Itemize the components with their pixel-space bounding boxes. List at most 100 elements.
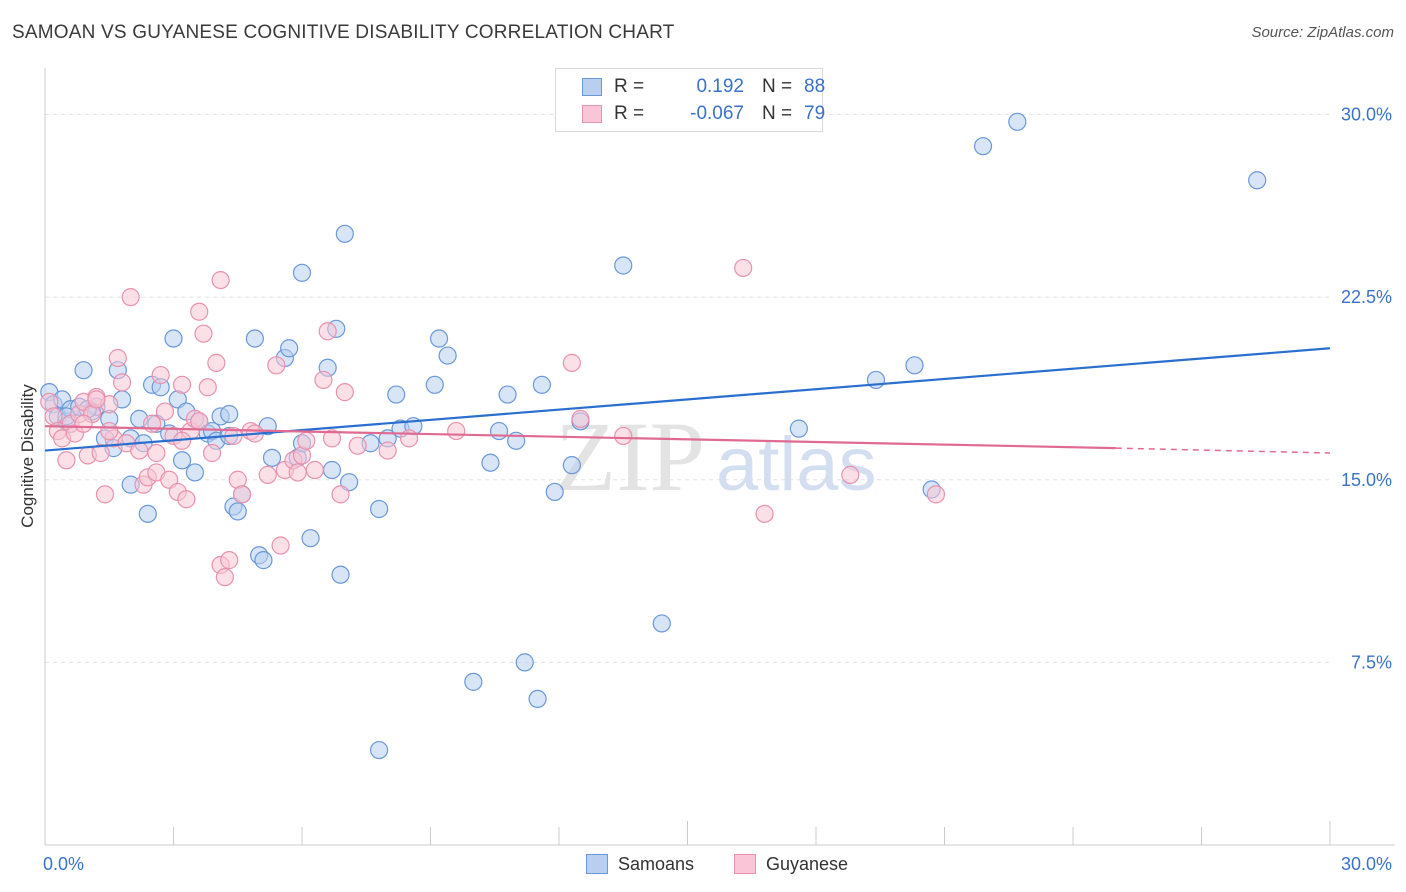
guyanese-point xyxy=(734,258,753,278)
guyanese-point xyxy=(447,421,466,441)
samoans-point xyxy=(789,419,808,438)
x-tick-labels: 0.0% 30.0% xyxy=(43,854,1392,874)
guyanese-point xyxy=(112,373,132,392)
guyanese-point xyxy=(194,324,213,343)
samoans-point xyxy=(429,329,449,348)
samoans-point xyxy=(438,346,457,365)
samoans-point xyxy=(228,502,247,521)
samoans-point xyxy=(489,421,509,441)
samoans-point xyxy=(301,529,320,548)
guyanese-point xyxy=(190,412,209,431)
samoans-point xyxy=(1008,112,1027,131)
guyanese-point xyxy=(335,383,354,402)
samoans-legend-swatch xyxy=(586,854,608,874)
guyanese-point xyxy=(318,322,337,341)
guyanese-point xyxy=(147,443,166,463)
samoans-point xyxy=(532,375,551,394)
guyanese-point xyxy=(100,421,119,441)
guyanese-point xyxy=(614,426,633,446)
trend-lines xyxy=(44,347,1331,454)
guyanese-point xyxy=(172,375,192,394)
samoans-point xyxy=(292,263,312,282)
guyanese-point xyxy=(314,370,333,390)
y-tick-labels: 7.5% 15.0% 22.5% 30.0% xyxy=(1341,105,1392,673)
guyanese-point xyxy=(207,353,226,372)
chart-title: SAMOAN VS GUYANESE COGNITIVE DISABILITY … xyxy=(12,22,675,43)
r-label: R = xyxy=(614,76,645,97)
guyanese-point xyxy=(378,441,397,460)
samoans-point xyxy=(331,565,350,584)
samoans-point xyxy=(322,460,342,480)
guyanese-point xyxy=(267,356,286,375)
guyanese-point xyxy=(198,378,217,397)
guyanese-point xyxy=(151,365,170,385)
y-tick-label: 15.0% xyxy=(1341,470,1392,490)
samoans-point xyxy=(562,456,581,475)
samoans-legend-label: Samoans xyxy=(618,853,695,874)
guyanese-points xyxy=(40,258,946,587)
legend-row-guyanese: R = -0.067 N = 79 xyxy=(582,102,825,126)
r-label: R = xyxy=(614,103,645,124)
guyanese-point xyxy=(297,431,316,450)
x-tick-label: 30.0% xyxy=(1341,854,1392,874)
guyanese-point xyxy=(926,485,946,504)
samoans-point xyxy=(280,339,299,358)
guyanese-legend-swatch xyxy=(734,854,756,874)
guyanese-point xyxy=(95,485,115,504)
samoans-point xyxy=(74,361,93,380)
source-label: Source: ZipAtlas.com xyxy=(1251,24,1394,41)
samoans-swatch xyxy=(582,78,602,96)
samoans-point xyxy=(220,404,239,424)
samoans-point xyxy=(464,672,483,691)
samoans-point xyxy=(1248,171,1267,190)
guyanese-point xyxy=(108,348,127,368)
guyanese-point xyxy=(288,463,307,482)
n-label: N = xyxy=(762,103,793,124)
guyanese-point xyxy=(91,443,110,463)
samoans-point xyxy=(528,689,547,709)
guyanese-point xyxy=(305,460,324,480)
guyanese-point xyxy=(87,390,106,409)
samoans-point xyxy=(138,504,157,523)
guyanese-point xyxy=(211,270,230,290)
correlation-legend: R = 0.192 N = 88 R = -0.067 N = 79 xyxy=(555,68,825,132)
x-tick-label: 0.0% xyxy=(43,854,84,874)
guyanese-point xyxy=(322,429,342,448)
samoans-point xyxy=(370,740,389,760)
samoans-point xyxy=(905,356,924,375)
guyanese-point xyxy=(399,429,419,448)
samoans-point xyxy=(545,482,564,502)
guyanese-point xyxy=(142,414,162,433)
guyanese-point xyxy=(331,485,350,504)
guyanese-point xyxy=(571,409,590,428)
samoans-point xyxy=(335,224,354,243)
guyanese-r-value: -0.067 xyxy=(690,103,744,124)
samoans-point xyxy=(425,375,444,394)
watermark: ZIP atlas xyxy=(555,401,877,512)
y-axis-label: Cognitive Disability xyxy=(18,384,37,528)
legend-row-samoans: R = 0.192 N = 88 xyxy=(582,75,825,99)
guyanese-point xyxy=(562,353,581,372)
series-legend-guyanese: Guyanese xyxy=(734,852,848,876)
samoans-point xyxy=(973,137,993,156)
y-tick-label: 7.5% xyxy=(1351,652,1392,672)
samoans-trend-line xyxy=(44,347,1331,452)
guyanese-point xyxy=(841,465,860,484)
samoans-point xyxy=(370,499,389,519)
series-legend-samoans: Samoans xyxy=(586,852,694,876)
guyanese-point xyxy=(215,568,234,587)
guyanese-point xyxy=(190,302,209,321)
samoans-point xyxy=(262,448,282,467)
guyanese-point xyxy=(57,451,76,470)
samoans-point xyxy=(614,256,633,275)
guyanese-point xyxy=(755,504,774,523)
samoans-point xyxy=(387,385,406,404)
y-tick-label: 30.0% xyxy=(1341,105,1392,125)
samoans-point xyxy=(498,385,517,404)
samoans-r-value: 0.192 xyxy=(696,76,744,97)
guyanese-point xyxy=(74,414,93,433)
guyanese-point xyxy=(177,490,196,509)
guyanese-swatch xyxy=(582,105,602,123)
guyanese-legend-label: Guyanese xyxy=(766,853,849,874)
